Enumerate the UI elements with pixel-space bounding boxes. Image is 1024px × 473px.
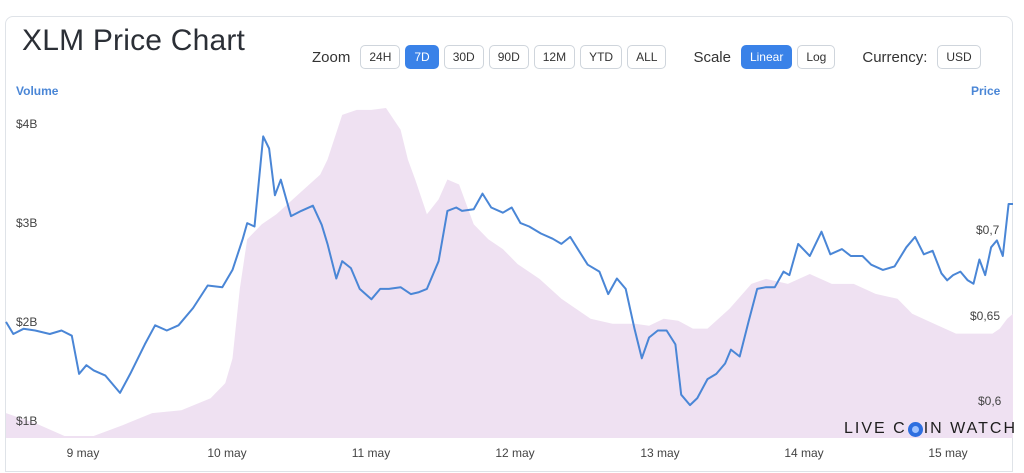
- scale-log-button[interactable]: Log: [797, 45, 836, 69]
- zoom-90d-button[interactable]: 90D: [488, 45, 529, 69]
- currency-select[interactable]: USD: [937, 45, 981, 69]
- volume-tick-1b: $1B: [16, 414, 38, 428]
- price-tick-065: $0,65: [970, 309, 1001, 323]
- volume-area: [6, 108, 1013, 438]
- page-title: XLM Price Chart: [22, 24, 246, 57]
- volume-tick-4b: $4B: [16, 117, 38, 131]
- currency-label: Currency:: [862, 48, 928, 66]
- zoom-24h-button[interactable]: 24H: [360, 45, 401, 69]
- zoom-12m-button[interactable]: 12M: [533, 45, 576, 69]
- volume-tick-2b: $2B: [16, 315, 38, 329]
- zoom-7d-button[interactable]: 7D: [405, 45, 439, 69]
- x-tick-13-may: 13 may: [640, 446, 680, 460]
- price-tick-060: $0,6: [978, 394, 1002, 408]
- brand-text-right: IN WATCH: [923, 420, 1018, 437]
- x-tick-14-may: 14 may: [784, 446, 824, 460]
- live-coin-watch-logo: LIVE C IN WATCH: [844, 420, 1017, 438]
- price-line: [5, 135, 1013, 407]
- coin-icon: [907, 421, 923, 437]
- price-axis-title: Price: [971, 84, 1001, 98]
- chart-toolbar: Zoom 24H 7D 30D 90D 12M YTD ALL Scale Li…: [312, 44, 986, 70]
- zoom-label: Zoom: [312, 48, 351, 66]
- scale-linear-button[interactable]: Linear: [740, 45, 793, 69]
- x-tick-15-may: 15 may: [928, 446, 968, 460]
- scale-label: Scale: [693, 48, 731, 66]
- volume-tick-3b: $3B: [16, 216, 38, 230]
- x-tick-12-may: 12 may: [495, 446, 535, 460]
- volume-axis-title: Volume: [16, 84, 59, 98]
- zoom-30d-button[interactable]: 30D: [443, 45, 484, 69]
- zoom-all-button[interactable]: ALL: [627, 45, 667, 69]
- x-tick-11-may: 11 may: [351, 446, 391, 460]
- price-tick-070: $0,7: [976, 223, 1000, 237]
- brand-text-left: LIVE C: [844, 420, 907, 437]
- x-tick-9-may: 9 may: [66, 446, 100, 460]
- zoom-ytd-button[interactable]: YTD: [580, 45, 623, 69]
- x-tick-10-may: 10 may: [207, 446, 247, 460]
